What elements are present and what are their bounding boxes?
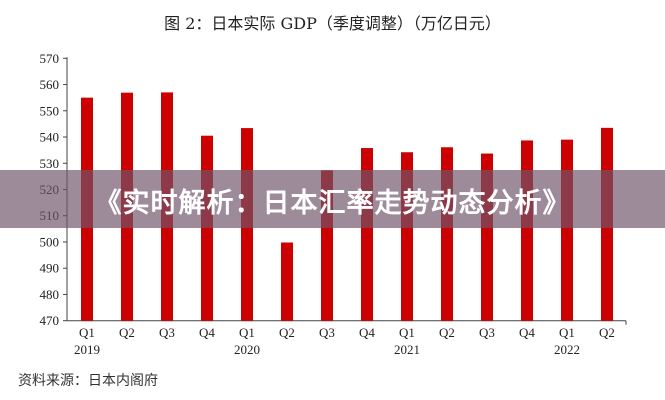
x-tick-label: Q1 [559, 325, 575, 340]
x-tick-label: Q4 [199, 325, 215, 340]
x-tick-label: Q1 [399, 325, 415, 340]
banner-title: 《实时解析：日本汇率走势动态分析》 [94, 188, 571, 219]
y-tick-label: 500 [40, 234, 60, 249]
x-tick-label: Q4 [519, 325, 535, 340]
x-tick-label: Q4 [359, 325, 375, 340]
y-tick-label: 570 [40, 51, 60, 66]
bar [561, 139, 573, 321]
bar [521, 140, 533, 321]
y-tick-label: 560 [40, 77, 60, 92]
x-tick-label: Q1 [79, 325, 95, 340]
y-tick-label: 490 [40, 261, 60, 276]
x-tick-label: Q3 [319, 325, 335, 340]
x-tick-label: Q2 [279, 325, 295, 340]
x-tick-label: Q1 [239, 325, 255, 340]
x-tick-label: Q2 [439, 325, 455, 340]
year-label: 2021 [394, 342, 420, 357]
bar [281, 242, 293, 321]
x-tick-label: Q2 [119, 325, 135, 340]
y-tick-label: 470 [40, 313, 60, 328]
y-tick-label: 550 [40, 103, 60, 118]
overlay-banner [0, 170, 665, 228]
x-tick-label: Q3 [159, 325, 175, 340]
bar [201, 135, 213, 321]
year-label: 2022 [554, 342, 580, 357]
y-tick-label: 530 [40, 156, 60, 171]
x-tick-label: Q3 [479, 325, 495, 340]
x-tick-label: Q2 [599, 325, 615, 340]
year-label: 2019 [74, 342, 100, 357]
year-label: 2020 [234, 342, 260, 357]
y-tick-label: 540 [40, 130, 60, 145]
source-note: 资料来源：日本内阁府 [18, 373, 158, 389]
y-tick-label: 480 [40, 287, 60, 302]
chart-title: 图 2：日本实际 GDP（季度调整）（万亿日元） [164, 14, 501, 33]
